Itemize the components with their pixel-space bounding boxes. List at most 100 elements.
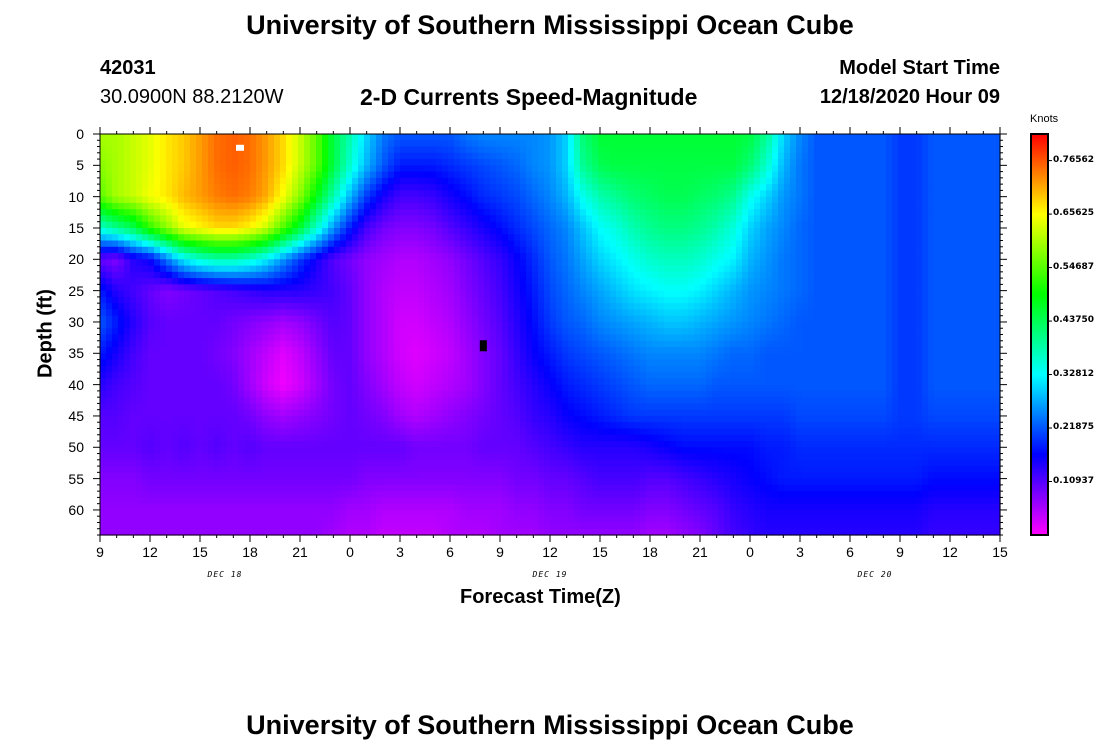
heatmap-cell <box>994 303 1001 311</box>
heatmap-cell <box>790 165 797 173</box>
heatmap-cell <box>718 171 725 179</box>
heatmap-cell <box>760 165 767 173</box>
heatmap-cell <box>118 315 125 323</box>
heatmap-cell <box>334 184 341 191</box>
heatmap-cell <box>856 221 863 229</box>
heatmap-cell <box>106 253 113 260</box>
heatmap-cell <box>388 177 395 185</box>
heatmap-cell <box>742 140 749 148</box>
heatmap-cell <box>694 265 701 273</box>
heatmap-cell <box>166 321 173 329</box>
heatmap-cell <box>508 159 515 166</box>
heatmap-cell <box>568 196 575 204</box>
heatmap-cell <box>832 227 839 235</box>
heatmap-cell <box>496 152 503 160</box>
heatmap-cell <box>160 278 167 285</box>
heatmap-cell <box>592 246 599 254</box>
heatmap-cell <box>238 290 245 298</box>
heatmap-cell <box>874 171 881 179</box>
heatmap-cell <box>190 328 197 336</box>
heatmap-cell <box>910 309 917 317</box>
heatmap-cell <box>670 265 677 273</box>
heatmap-cell <box>826 140 833 148</box>
heatmap-cell <box>634 309 641 317</box>
heatmap-cell <box>310 321 317 329</box>
heatmap-cell <box>940 209 947 217</box>
heatmap-cell <box>280 321 287 329</box>
heatmap-cell <box>334 334 341 342</box>
heatmap-cell <box>958 140 965 148</box>
heatmap-cell <box>388 296 395 304</box>
heatmap-cell <box>622 152 629 160</box>
heatmap-cell <box>568 221 575 229</box>
heatmap-cell <box>748 246 755 254</box>
heatmap-cell <box>220 146 227 154</box>
heatmap-cell <box>640 196 647 204</box>
heatmap-cell <box>148 321 155 329</box>
station-id: 42031 <box>100 57 156 79</box>
heatmap-cell <box>766 265 773 273</box>
heatmap-cell <box>190 196 197 204</box>
heatmap-cell <box>832 309 839 317</box>
heatmap-cell <box>766 209 773 217</box>
heatmap-cell <box>184 184 191 191</box>
heatmap-cell <box>946 234 953 242</box>
heatmap-cell <box>754 146 761 154</box>
heatmap-cell <box>358 234 365 242</box>
heatmap-cell <box>682 140 689 148</box>
heatmap-cell <box>358 171 365 179</box>
heatmap-cell <box>466 146 473 154</box>
heatmap-cell <box>112 184 119 191</box>
heatmap-cell <box>562 328 569 336</box>
heatmap-cell <box>586 134 593 141</box>
heatmap-cell <box>796 265 803 273</box>
heatmap-cell <box>622 284 629 292</box>
heatmap-cell <box>688 284 695 292</box>
heatmap-cell <box>904 334 911 342</box>
heatmap-cell <box>970 296 977 304</box>
heatmap-cell <box>760 152 767 160</box>
heatmap-cell <box>964 215 971 223</box>
heatmap-cell <box>646 309 653 317</box>
heatmap-cell <box>790 159 797 166</box>
heatmap-cell <box>562 202 569 210</box>
heatmap-cell <box>724 184 731 191</box>
heatmap-cell <box>472 202 479 210</box>
heatmap-cell <box>766 240 773 248</box>
heatmap-cell <box>658 196 665 204</box>
heatmap-cell <box>226 171 233 179</box>
heatmap-cell <box>316 253 323 260</box>
heatmap-cell <box>934 234 941 242</box>
heatmap-cell <box>352 171 359 179</box>
heatmap-cell <box>274 134 281 141</box>
heatmap-cell <box>592 321 599 329</box>
heatmap-cell <box>658 240 665 248</box>
heatmap-cell <box>220 140 227 148</box>
heatmap-cell <box>760 271 767 279</box>
heatmap-cell <box>268 146 275 154</box>
heatmap-cell <box>262 303 269 311</box>
heatmap-cell <box>292 215 299 223</box>
heatmap-cell <box>220 253 227 260</box>
heatmap-cell <box>916 134 923 141</box>
heatmap-cell <box>850 221 857 229</box>
heatmap-cell <box>448 227 455 235</box>
heatmap-cell <box>196 221 203 229</box>
heatmap-cell <box>928 253 935 260</box>
heatmap-cell <box>526 221 533 229</box>
heatmap-cell <box>970 290 977 298</box>
heatmap-cell <box>790 140 797 148</box>
heatmap-cell <box>958 278 965 285</box>
heatmap-cell <box>994 171 1001 179</box>
heatmap-cell <box>814 190 821 198</box>
heatmap-cell <box>310 334 317 342</box>
heatmap-cell <box>178 259 185 267</box>
heatmap-cell <box>172 227 179 235</box>
heatmap-cell <box>190 246 197 254</box>
heatmap-cell <box>592 271 599 279</box>
heatmap-cell <box>706 234 713 242</box>
heatmap-cell <box>958 202 965 210</box>
heatmap-cell <box>412 246 419 254</box>
heatmap-cell <box>934 209 941 217</box>
heatmap-cell <box>208 152 215 160</box>
